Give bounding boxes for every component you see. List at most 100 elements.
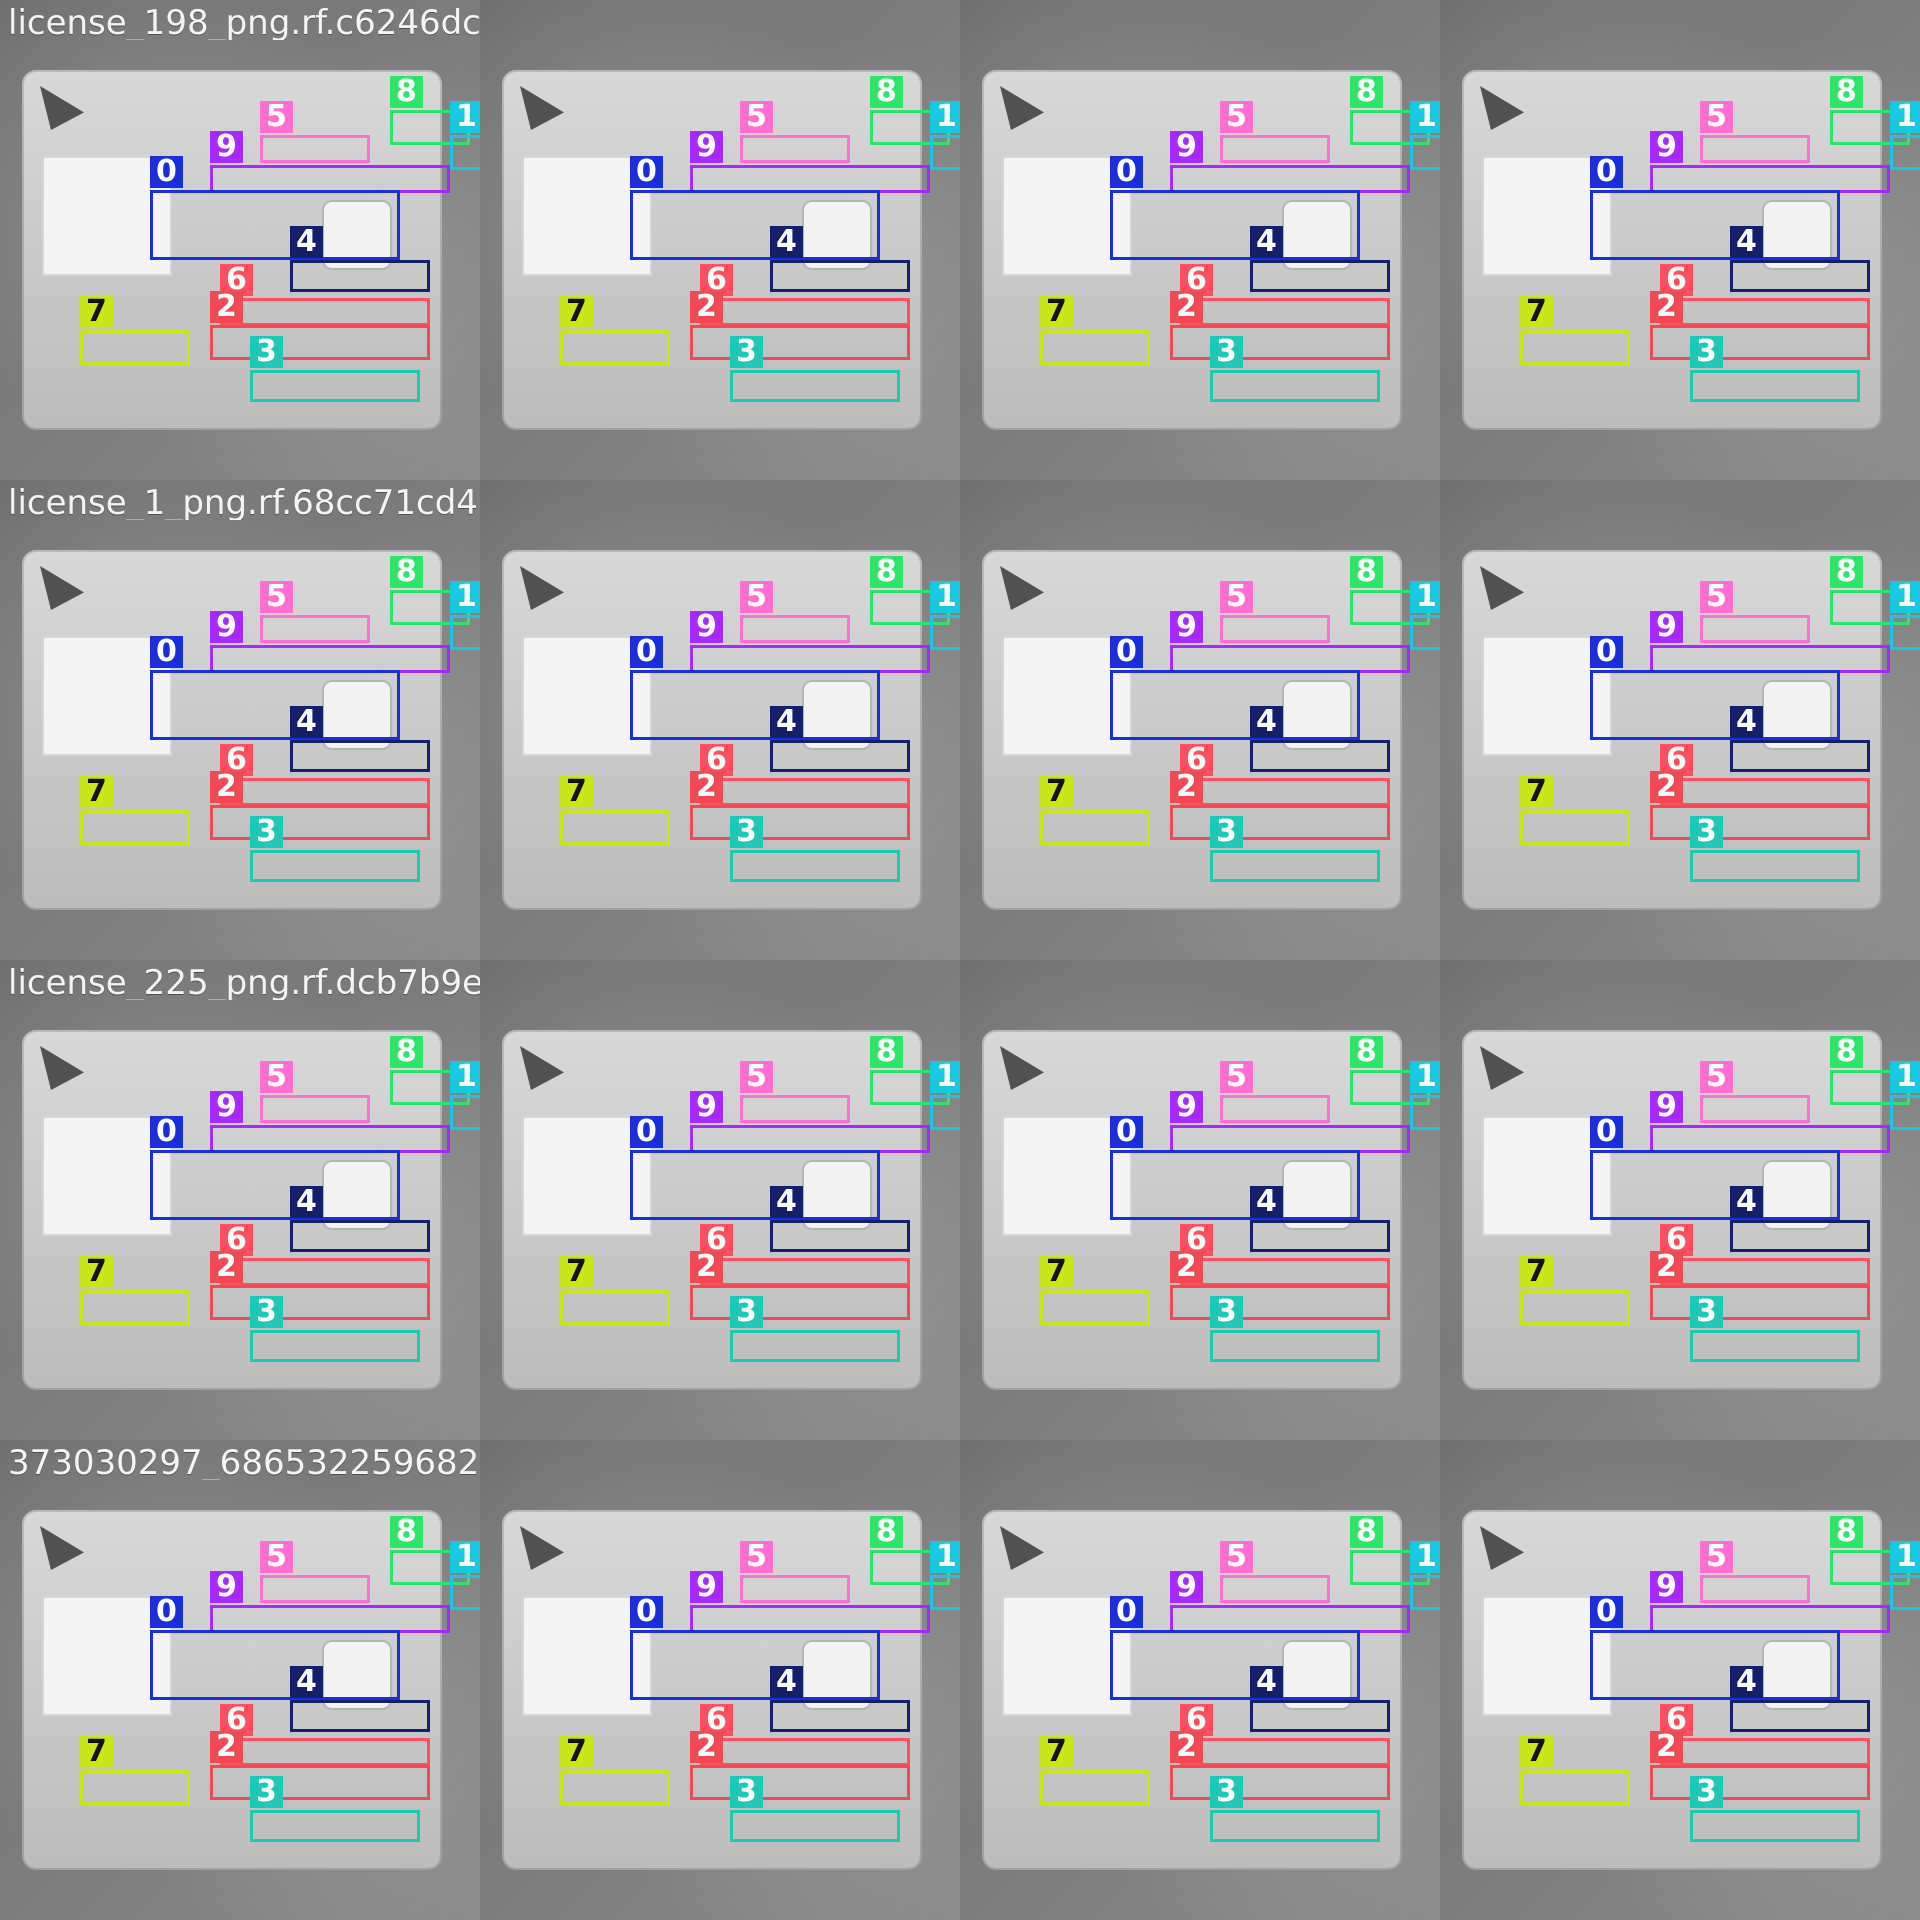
tile-filename: license_225_png.rf.dcb7b9e — [8, 963, 480, 1000]
detection-box-2 — [1650, 805, 1870, 840]
detection-box-6 — [1180, 1738, 1390, 1766]
detection-label-6: 6 — [700, 264, 733, 296]
detection-label-4: 4 — [1730, 226, 1763, 258]
detection-label-2: 2 — [210, 291, 243, 323]
detection-label-7: 7 — [80, 776, 113, 808]
detection-box-5 — [260, 135, 370, 163]
detection-box-9 — [690, 645, 930, 673]
detection-box-9 — [1170, 1125, 1410, 1153]
detection-box-4 — [1250, 260, 1390, 292]
detection-box-6 — [1660, 778, 1870, 806]
detection-box-0 — [1590, 1150, 1840, 1220]
detection-box-3 — [250, 370, 420, 402]
detection-label-3: 3 — [1210, 1296, 1243, 1328]
detection-label-7: 7 — [560, 296, 593, 328]
detection-label-8: 8 — [1350, 1516, 1383, 1548]
detection-box-7 — [80, 1770, 190, 1805]
detection-box-5 — [1220, 1575, 1330, 1603]
detection-box-6 — [1180, 1258, 1390, 1286]
detection-label-0: 0 — [1110, 1596, 1143, 1628]
detection-label-9: 9 — [1170, 1571, 1203, 1603]
detection-label-0: 0 — [150, 1596, 183, 1628]
detection-box-1 — [930, 135, 960, 170]
detection-box-1 — [450, 135, 480, 170]
detection-label-1: 1 — [450, 1541, 480, 1573]
detection-box-3 — [1210, 370, 1380, 402]
emblem-icon — [1000, 86, 1044, 130]
detection-box-7 — [1520, 330, 1630, 365]
detection-box-6 — [1180, 298, 1390, 326]
detection-box-7 — [1040, 1770, 1150, 1805]
detection-label-2: 2 — [1650, 771, 1683, 803]
detection-label-3: 3 — [730, 816, 763, 848]
detection-box-4 — [290, 1220, 430, 1252]
detection-label-6: 6 — [220, 744, 253, 776]
detection-box-0 — [630, 1630, 880, 1700]
detection-box-5 — [740, 1575, 850, 1603]
detection-box-7 — [560, 1770, 670, 1805]
detection-label-3: 3 — [250, 1296, 283, 1328]
detection-label-2: 2 — [690, 291, 723, 323]
detection-box-2 — [690, 805, 910, 840]
detection-box-3 — [730, 370, 900, 402]
detection-label-0: 0 — [1590, 636, 1623, 668]
detection-label-7: 7 — [1040, 1256, 1073, 1288]
detection-box-9 — [690, 1605, 930, 1633]
detection-label-5: 5 — [1700, 1541, 1733, 1573]
detection-label-2: 2 — [210, 1251, 243, 1283]
detection-label-9: 9 — [210, 1571, 243, 1603]
detection-label-7: 7 — [1040, 776, 1073, 808]
detection-box-1 — [930, 1575, 960, 1610]
detection-box-0 — [630, 1150, 880, 1220]
detection-label-5: 5 — [260, 101, 293, 133]
detection-label-3: 3 — [1690, 336, 1723, 368]
detection-label-3: 3 — [1210, 816, 1243, 848]
detection-box-3 — [730, 1330, 900, 1362]
detection-label-4: 4 — [770, 1666, 803, 1698]
detection-label-0: 0 — [630, 1596, 663, 1628]
detection-box-0 — [1590, 190, 1840, 260]
detection-label-1: 1 — [1890, 581, 1920, 613]
detection-label-6: 6 — [700, 1704, 733, 1736]
detection-box-2 — [210, 805, 430, 840]
detection-label-0: 0 — [150, 156, 183, 188]
detection-label-7: 7 — [1040, 296, 1073, 328]
detection-label-7: 7 — [1040, 1736, 1073, 1768]
detection-label-8: 8 — [390, 1036, 423, 1068]
detection-box-2 — [1650, 1285, 1870, 1320]
detection-label-9: 9 — [690, 1091, 723, 1123]
detection-box-1 — [1410, 1575, 1440, 1610]
detection-box-1 — [450, 615, 480, 650]
detection-box-6 — [1660, 1738, 1870, 1766]
detection-label-5: 5 — [1220, 581, 1253, 613]
detection-label-2: 2 — [690, 1251, 723, 1283]
detection-box-1 — [1890, 1575, 1920, 1610]
detection-box-3 — [730, 850, 900, 882]
detection-box-2 — [1170, 805, 1390, 840]
detection-label-2: 2 — [1170, 1731, 1203, 1763]
detection-label-1: 1 — [930, 1541, 960, 1573]
detection-label-2: 2 — [690, 1731, 723, 1763]
detection-box-9 — [210, 165, 450, 193]
detection-label-2: 2 — [1650, 1251, 1683, 1283]
detection-box-4 — [290, 740, 430, 772]
detection-box-2 — [690, 1285, 910, 1320]
detection-box-3 — [250, 850, 420, 882]
detection-label-6: 6 — [700, 744, 733, 776]
detection-label-8: 8 — [870, 76, 903, 108]
detection-label-7: 7 — [80, 1736, 113, 1768]
detection-box-6 — [700, 778, 910, 806]
detection-box-0 — [150, 670, 400, 740]
detection-label-8: 8 — [390, 556, 423, 588]
detection-label-5: 5 — [1220, 1061, 1253, 1093]
detection-box-1 — [930, 1095, 960, 1130]
detection-label-7: 7 — [560, 776, 593, 808]
detection-label-0: 0 — [150, 1116, 183, 1148]
detection-box-5 — [260, 1575, 370, 1603]
detection-box-1 — [450, 1095, 480, 1130]
detection-label-0: 0 — [150, 636, 183, 668]
detection-box-3 — [730, 1810, 900, 1842]
